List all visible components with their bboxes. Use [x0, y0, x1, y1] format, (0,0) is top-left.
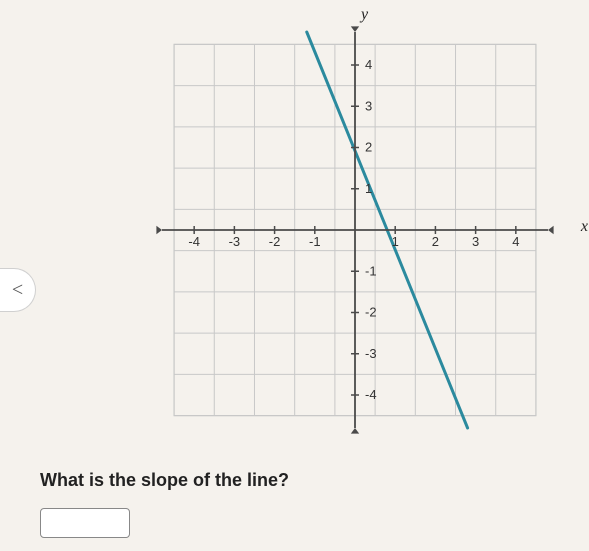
svg-text:1: 1: [365, 181, 372, 196]
svg-text:-3: -3: [365, 346, 377, 361]
x-axis-label: x: [581, 218, 588, 236]
question-text: What is the slope of the line?: [40, 470, 289, 491]
coordinate-chart: y x -4-3-2-11234-4-3-2-11234: [140, 10, 570, 450]
svg-text:-2: -2: [365, 305, 377, 320]
svg-text:4: 4: [365, 57, 372, 72]
svg-text:-2: -2: [269, 234, 281, 249]
svg-text:4: 4: [512, 234, 519, 249]
chart-svg: -4 -3 -2 -1 1 2 3 4 -4 -3 -2 -1 1 2 3 4: [140, 10, 570, 450]
svg-text:1: 1: [392, 234, 399, 249]
svg-text:3: 3: [472, 234, 479, 249]
svg-text:-4: -4: [365, 387, 377, 402]
chevron-left-icon: <: [12, 279, 23, 302]
prev-button[interactable]: <: [0, 268, 36, 312]
svg-text:-3: -3: [229, 234, 241, 249]
svg-text:2: 2: [365, 140, 372, 155]
svg-text:-1: -1: [365, 263, 377, 278]
svg-text:3: 3: [365, 98, 372, 113]
answer-input[interactable]: [40, 508, 130, 538]
y-axis-label: y: [361, 6, 368, 24]
svg-text:-1: -1: [309, 234, 321, 249]
svg-text:-4: -4: [188, 234, 200, 249]
svg-text:2: 2: [432, 234, 439, 249]
